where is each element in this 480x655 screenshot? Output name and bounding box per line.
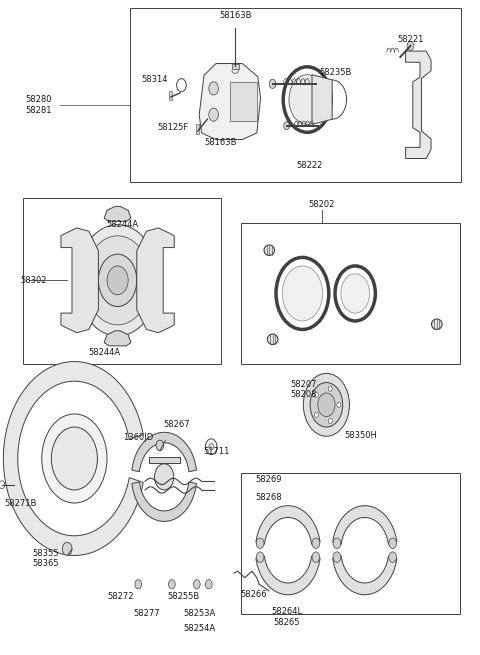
Circle shape [328, 386, 332, 391]
Text: 58268: 58268 [255, 493, 282, 502]
Text: 58254A: 58254A [183, 624, 215, 633]
Circle shape [209, 443, 214, 450]
Circle shape [407, 41, 414, 50]
Ellipse shape [264, 245, 275, 255]
Polygon shape [137, 228, 174, 333]
Circle shape [107, 266, 128, 295]
Circle shape [156, 440, 164, 451]
Circle shape [51, 427, 97, 490]
Circle shape [85, 236, 150, 325]
Circle shape [310, 383, 343, 427]
Circle shape [312, 552, 320, 563]
Circle shape [314, 392, 318, 398]
Polygon shape [104, 206, 131, 221]
Circle shape [314, 412, 318, 417]
Circle shape [205, 580, 212, 589]
Circle shape [333, 538, 341, 548]
Circle shape [42, 414, 107, 503]
Text: 58350H: 58350H [345, 431, 377, 440]
Bar [130, 8, 461, 182]
Text: 58277: 58277 [133, 609, 160, 618]
Circle shape [337, 402, 341, 407]
Circle shape [312, 538, 320, 548]
Text: 58269: 58269 [255, 475, 282, 484]
Polygon shape [132, 482, 196, 521]
Text: 58202: 58202 [309, 200, 335, 209]
Circle shape [269, 79, 276, 88]
Text: 58221: 58221 [397, 35, 423, 44]
Text: 58355
58365: 58355 58365 [32, 549, 59, 569]
Polygon shape [333, 556, 397, 595]
Polygon shape [104, 331, 131, 346]
Circle shape [168, 580, 175, 589]
Bar [196, 124, 199, 134]
Text: 58207
58208: 58207 58208 [290, 380, 317, 400]
Circle shape [98, 254, 137, 307]
Text: 58222: 58222 [297, 160, 323, 170]
Text: 58125F: 58125F [157, 123, 189, 132]
Polygon shape [3, 362, 143, 555]
Circle shape [62, 542, 72, 555]
Text: 58280
58281: 58280 58281 [25, 95, 52, 115]
Circle shape [333, 552, 341, 563]
Circle shape [256, 538, 264, 548]
Circle shape [328, 419, 332, 424]
Text: 58255B: 58255B [167, 591, 200, 601]
Circle shape [289, 75, 325, 124]
Polygon shape [61, 228, 98, 333]
Bar [241, 473, 460, 614]
Circle shape [341, 274, 370, 313]
Circle shape [282, 266, 323, 321]
Circle shape [135, 580, 142, 589]
Polygon shape [132, 432, 196, 472]
Circle shape [155, 464, 174, 490]
Circle shape [77, 225, 158, 336]
Text: 58266: 58266 [240, 590, 267, 599]
Polygon shape [333, 506, 397, 544]
Polygon shape [256, 506, 320, 544]
Text: 58253A: 58253A [183, 609, 216, 618]
Circle shape [209, 82, 218, 95]
Bar [241, 223, 460, 364]
Bar [169, 91, 172, 100]
Bar [149, 457, 180, 463]
Text: 58302: 58302 [20, 276, 47, 285]
Text: 58244A: 58244A [89, 348, 120, 357]
Circle shape [193, 580, 200, 589]
Circle shape [303, 373, 349, 436]
Polygon shape [199, 64, 261, 140]
Circle shape [209, 108, 218, 121]
Text: 58272: 58272 [108, 591, 134, 601]
Text: 58271B: 58271B [4, 498, 36, 508]
Circle shape [256, 552, 264, 563]
Bar [230, 82, 257, 121]
Polygon shape [256, 556, 320, 595]
Circle shape [318, 393, 335, 417]
Polygon shape [312, 75, 332, 124]
Text: 51711: 51711 [204, 447, 230, 457]
Text: 58264L
58265: 58264L 58265 [272, 607, 302, 627]
Text: 1360JD: 1360JD [123, 433, 154, 442]
Bar [232, 64, 239, 69]
Circle shape [284, 122, 289, 130]
Circle shape [389, 538, 396, 548]
Text: 58244A: 58244A [107, 219, 138, 229]
Ellipse shape [267, 334, 278, 345]
Bar [23, 198, 221, 364]
Text: 58163B: 58163B [219, 10, 252, 20]
Circle shape [389, 552, 396, 563]
Text: 58235B: 58235B [320, 67, 352, 77]
Ellipse shape [432, 319, 442, 329]
Text: 58314: 58314 [141, 75, 168, 84]
Text: 58163B: 58163B [204, 138, 237, 147]
Text: 58267: 58267 [163, 420, 190, 429]
Polygon shape [406, 51, 431, 159]
